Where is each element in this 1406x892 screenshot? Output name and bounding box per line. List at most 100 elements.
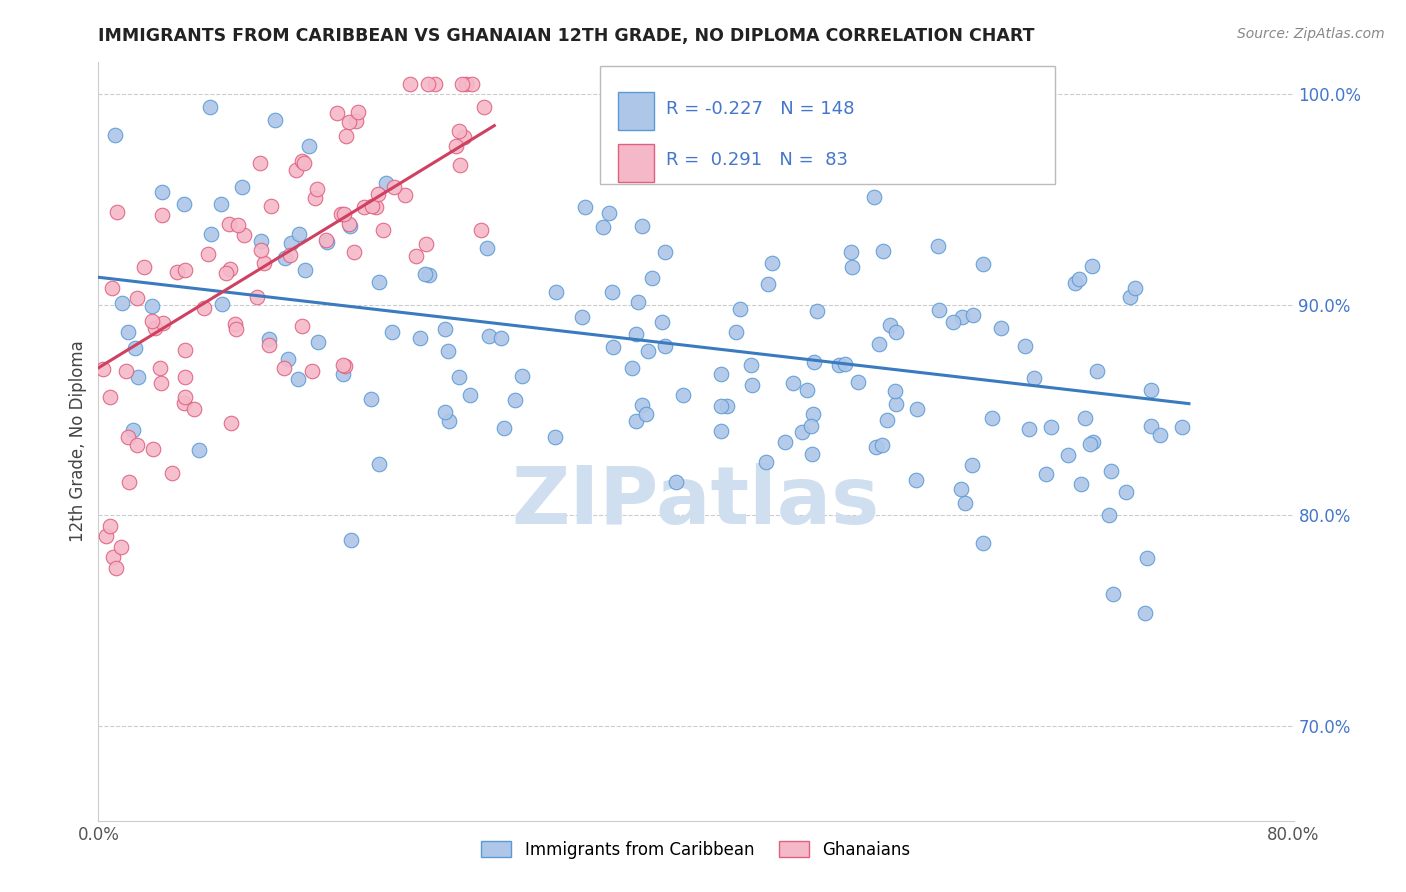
Point: [449, 124, 471, 138]
Point: [394, 187, 416, 202]
Point: [415, 237, 437, 252]
Point: [865, 440, 887, 454]
Point: [741, 378, 763, 392]
Point: [839, 245, 862, 260]
Point: [287, 227, 309, 242]
Point: [316, 235, 339, 249]
Point: [884, 326, 907, 340]
Point: [801, 447, 824, 461]
Point: [221, 416, 243, 430]
Point: [152, 316, 174, 330]
Point: [105, 561, 128, 575]
Point: [360, 392, 382, 407]
Point: [981, 410, 1004, 425]
Point: [197, 246, 219, 260]
Point: [280, 236, 302, 251]
Point: [118, 475, 141, 489]
Point: [174, 370, 197, 384]
Point: [790, 425, 813, 439]
Point: [141, 299, 163, 313]
Point: [782, 376, 804, 391]
Point: [942, 315, 965, 329]
Point: [121, 423, 143, 437]
Point: [315, 233, 337, 247]
Point: [451, 77, 474, 91]
Point: [100, 390, 122, 404]
Point: [950, 310, 973, 325]
Point: [250, 243, 273, 257]
Point: [333, 207, 356, 221]
Point: [91, 362, 114, 376]
Point: [103, 550, 125, 565]
Point: [470, 223, 492, 237]
Point: [291, 318, 314, 333]
Point: [409, 331, 432, 345]
Point: [453, 130, 475, 145]
Point: [574, 200, 596, 214]
Point: [544, 285, 567, 300]
Point: [640, 270, 662, 285]
Point: [110, 540, 132, 554]
Point: [621, 361, 644, 376]
Point: [371, 223, 394, 237]
Point: [433, 322, 456, 336]
Point: [224, 317, 246, 331]
Point: [543, 430, 565, 444]
Point: [150, 185, 173, 199]
Point: [382, 180, 405, 194]
Point: [1149, 428, 1171, 442]
Point: [162, 466, 184, 480]
Point: [253, 256, 276, 270]
Point: [654, 245, 676, 260]
Point: [1098, 508, 1121, 523]
Point: [127, 370, 149, 384]
Point: [863, 190, 886, 204]
Point: [225, 322, 247, 336]
Point: [444, 139, 467, 153]
Point: [1123, 280, 1146, 294]
FancyBboxPatch shape: [600, 66, 1054, 184]
Point: [571, 310, 593, 324]
Point: [188, 443, 211, 458]
Point: [209, 197, 232, 211]
Point: [651, 314, 673, 328]
Point: [143, 320, 166, 334]
Point: [436, 343, 458, 358]
Point: [716, 399, 738, 413]
Point: [98, 518, 122, 533]
Point: [375, 176, 398, 190]
Point: [475, 241, 498, 255]
Y-axis label: 12th Grade, No Diploma: 12th Grade, No Diploma: [69, 341, 87, 542]
Point: [277, 352, 299, 367]
Point: [624, 414, 647, 428]
Point: [1080, 436, 1102, 450]
Point: [124, 342, 146, 356]
Point: [806, 304, 828, 318]
Point: [173, 390, 195, 404]
Point: [868, 337, 890, 351]
Point: [111, 296, 134, 310]
Text: R = -0.227   N = 148: R = -0.227 N = 148: [666, 100, 855, 118]
Text: IMMIGRANTS FROM CARIBBEAN VS GHANAIAN 12TH GRADE, NO DIPLOMA CORRELATION CHART: IMMIGRANTS FROM CARIBBEAN VS GHANAIAN 12…: [98, 27, 1035, 45]
Point: [1039, 419, 1062, 434]
Point: [101, 281, 124, 295]
Point: [458, 388, 481, 402]
Point: [115, 364, 138, 378]
Point: [335, 128, 357, 143]
Point: [1139, 383, 1161, 397]
Text: ZIPatlas: ZIPatlas: [512, 463, 880, 541]
Point: [416, 77, 439, 91]
Point: [246, 290, 269, 304]
Point: [927, 238, 949, 252]
Legend: Immigrants from Caribbean, Ghanaians: Immigrants from Caribbean, Ghanaians: [475, 834, 917, 865]
Point: [503, 392, 526, 407]
Point: [273, 360, 295, 375]
Point: [149, 376, 172, 390]
Point: [709, 399, 731, 413]
Point: [211, 296, 233, 310]
Point: [876, 412, 898, 426]
Point: [1067, 272, 1090, 286]
Point: [489, 331, 512, 345]
Point: [339, 219, 361, 233]
Point: [627, 295, 650, 310]
